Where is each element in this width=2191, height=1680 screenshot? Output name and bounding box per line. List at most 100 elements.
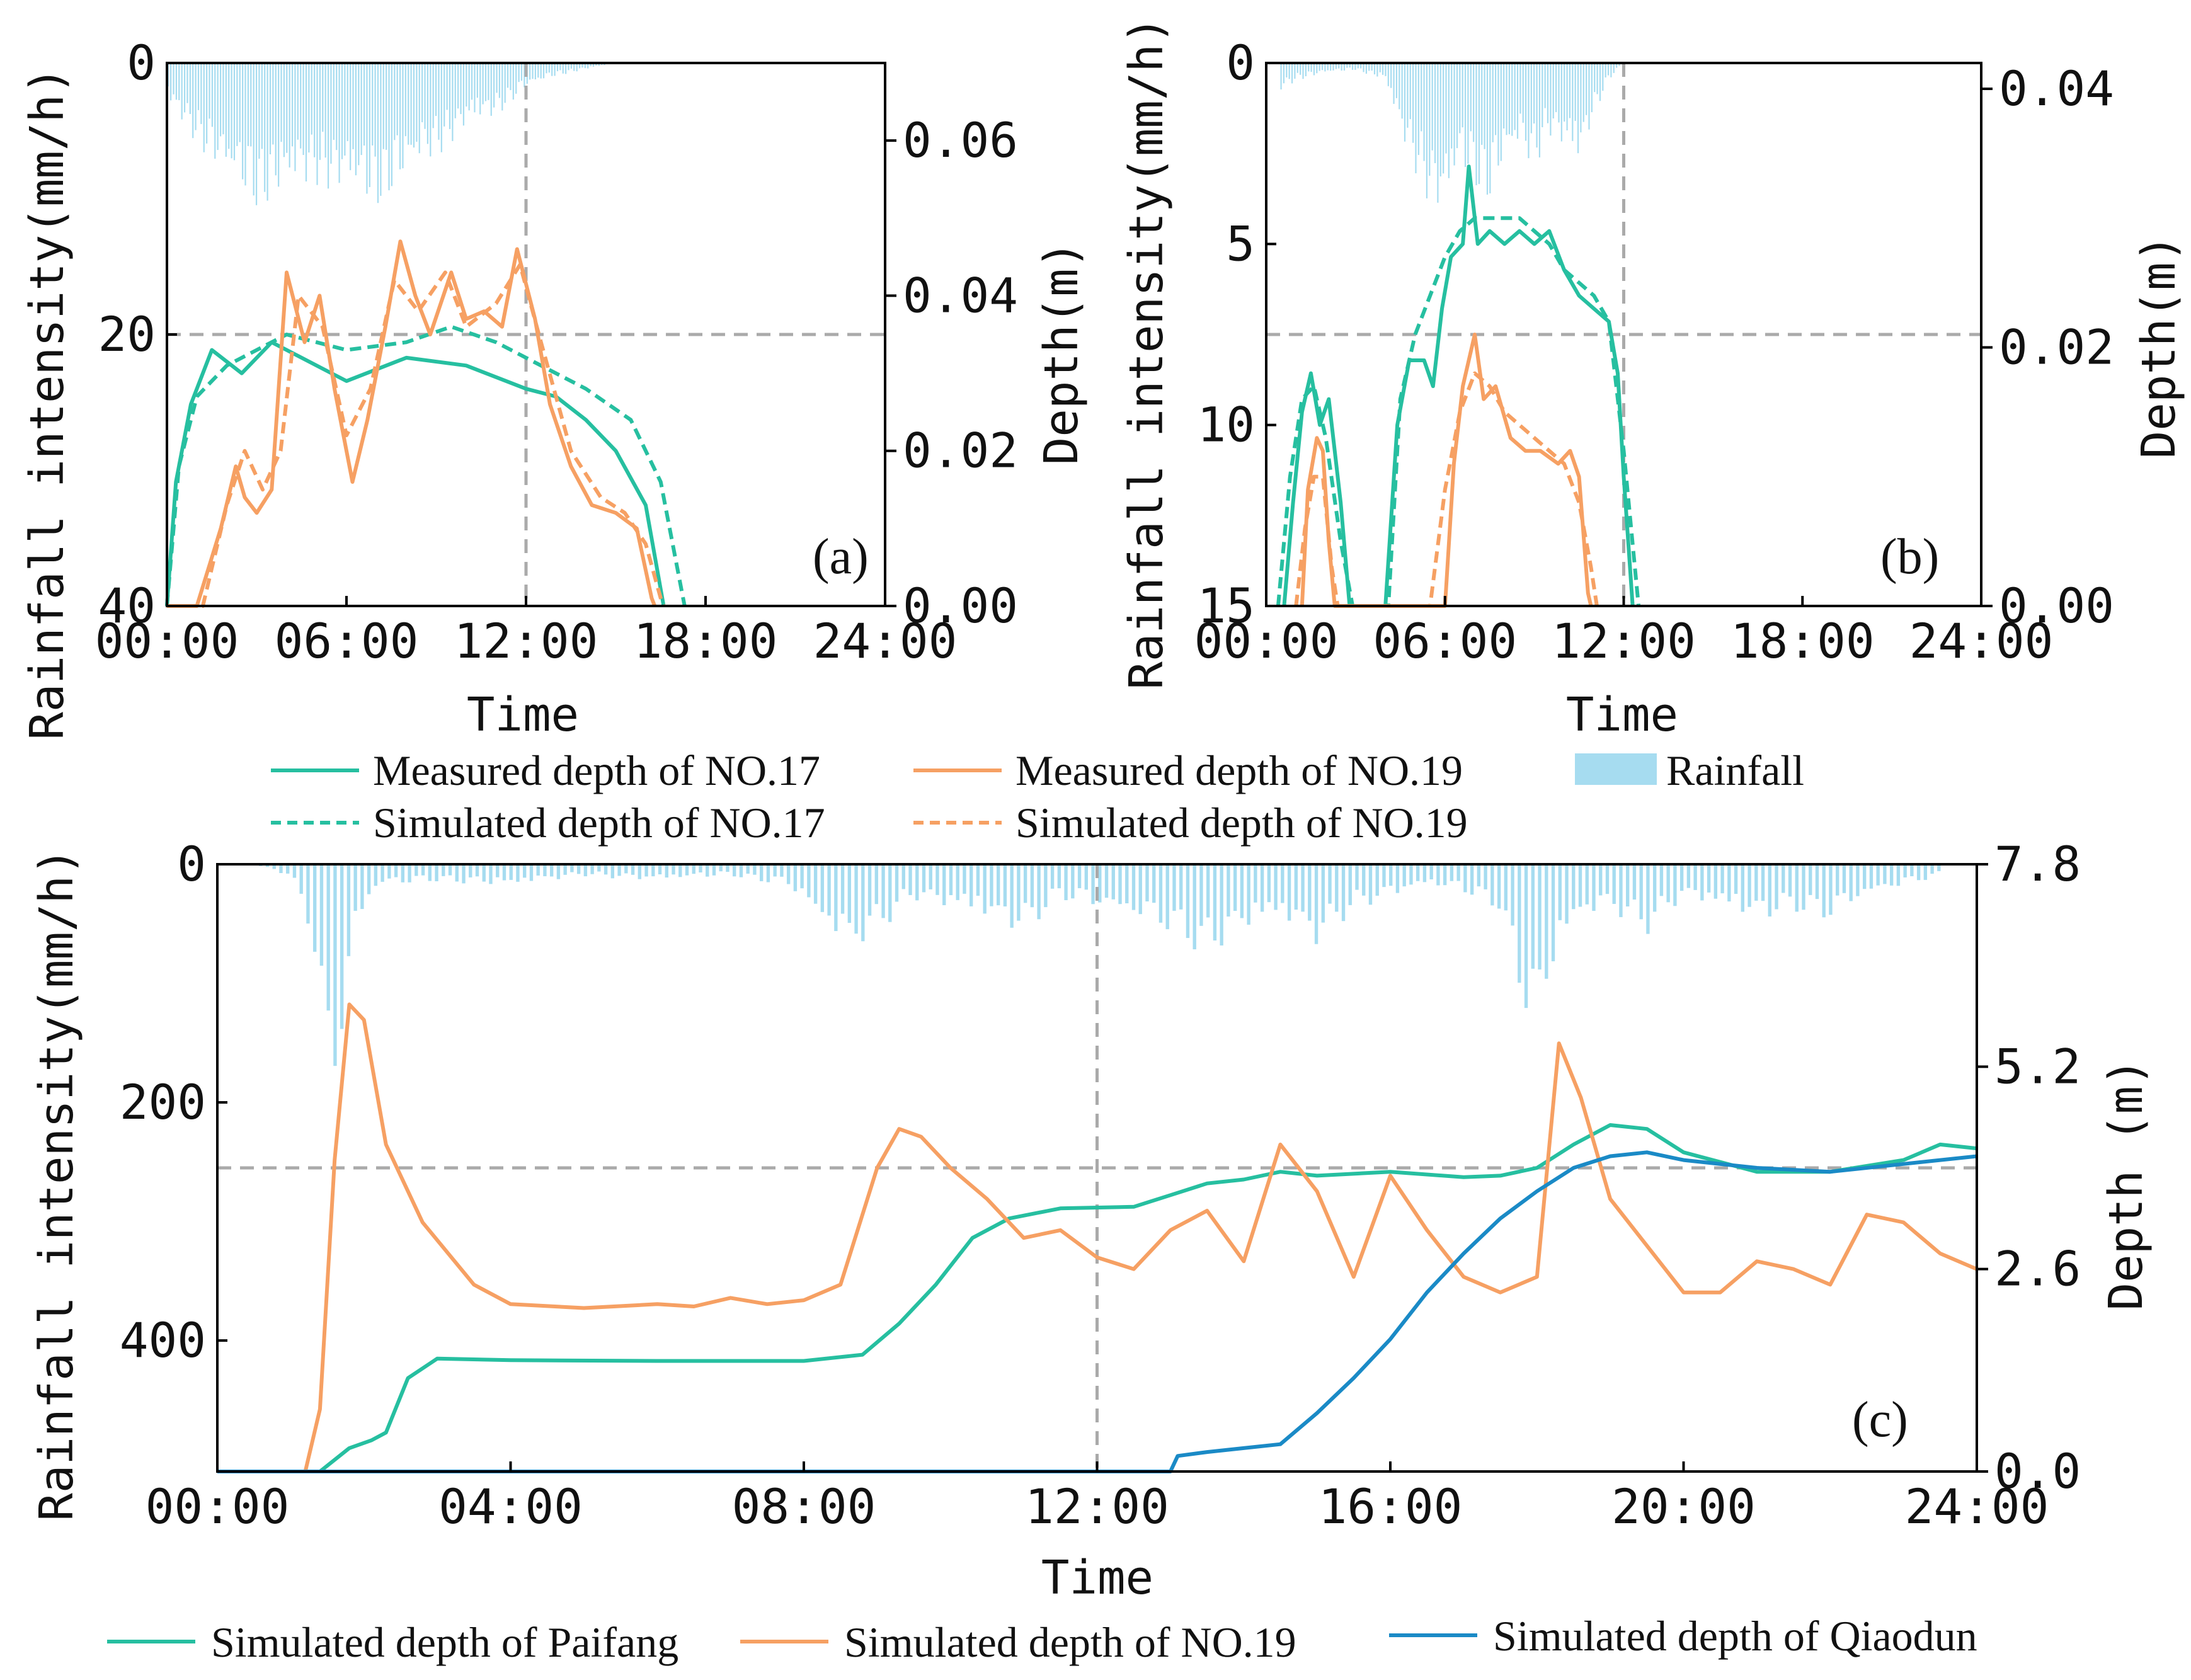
rainfall-bar: [1693, 864, 1697, 890]
rainfall-bar: [1518, 864, 1521, 983]
rainfall-bar: [1475, 63, 1477, 186]
rainfall-bar: [1508, 63, 1510, 135]
rainfall-bar: [186, 63, 188, 103]
rainfall-bar: [1506, 63, 1507, 135]
rainfall-bar: [1713, 864, 1718, 899]
rainfall-bar: [1489, 63, 1491, 193]
rainfall-bar: [510, 63, 512, 91]
rainfall-bar: [1896, 864, 1901, 886]
rainfall-bar: [1503, 63, 1505, 129]
rainfall-bar: [350, 63, 352, 171]
rainfall-bar: [570, 864, 574, 872]
rainfall-bar: [466, 63, 467, 107]
rainfall-bar: [1319, 63, 1320, 71]
rain-tick-label: 40: [98, 578, 156, 634]
rainfall-bar: [1560, 63, 1562, 142]
rainfall-bar: [1313, 63, 1315, 76]
rainfall-bar: [1280, 63, 1282, 90]
rainfall-bar: [1314, 864, 1319, 944]
rainfall-bar: [455, 864, 459, 882]
rainfall-bar: [1409, 864, 1413, 885]
rainfall-bar: [540, 63, 542, 79]
x-tick-label: 24:00: [1909, 613, 2054, 669]
rainfall-bar: [228, 63, 230, 149]
depth-tick-label: 7.8: [1994, 836, 2081, 892]
rainfall-bar: [935, 864, 939, 895]
rainfall-bar: [1401, 63, 1403, 119]
rainfall-bar: [496, 63, 498, 93]
rainfall-bar: [1484, 864, 1487, 889]
rainfall-bar: [1619, 864, 1623, 917]
rainfall-bar: [1415, 63, 1417, 174]
series-line: [167, 263, 666, 608]
rainfall-bar: [178, 63, 180, 100]
rainfall-bar: [1368, 63, 1370, 71]
rainfall-bar: [1091, 864, 1095, 905]
rainfall-bar: [416, 63, 418, 142]
rainfall-bar: [333, 864, 337, 1066]
rainfall-bar: [181, 63, 183, 120]
legend-top: Measured depth of NO.17 Simulated depth …: [271, 746, 1804, 847]
rainfall-bar: [1064, 864, 1068, 901]
rainfall-bar: [319, 864, 324, 966]
rainfall-bar: [773, 864, 777, 877]
rainfall-bar: [563, 864, 567, 875]
rainfall-bar: [404, 63, 406, 137]
rainfall-bar: [1923, 864, 1928, 880]
rainfall-bar: [651, 864, 655, 877]
rainfall-bar: [1754, 864, 1758, 901]
rainfall-bar: [1822, 864, 1826, 918]
rainfall-bar: [1862, 864, 1867, 889]
rainfall-bar: [435, 63, 437, 117]
rainfall-bar: [421, 864, 425, 876]
rainfall-bar: [516, 864, 520, 882]
rainfall-bar: [1294, 864, 1298, 910]
rainfall-bar: [556, 63, 559, 72]
rainfall-bar: [1010, 864, 1014, 928]
rainfall-bar: [374, 63, 376, 157]
rainfall-bar: [449, 63, 451, 129]
rainfall-bar: [1439, 63, 1441, 177]
rainfall-bar: [543, 864, 547, 877]
rainfall-bar: [1652, 864, 1657, 912]
rainfall-bar: [1385, 63, 1387, 76]
rainfall-bar: [1504, 864, 1508, 911]
rainfall-bar: [402, 63, 404, 169]
rainfall-bar: [435, 864, 438, 881]
rainfall-bar: [265, 864, 270, 867]
rainfall-bar: [1445, 63, 1447, 154]
rainfall-bar: [279, 864, 283, 873]
x-tick-label: 06:00: [275, 613, 419, 669]
rainfall-bar: [1477, 864, 1481, 887]
rainfall-bar: [1602, 63, 1604, 91]
rainfall-bar: [1274, 864, 1278, 910]
rainfall-bar: [570, 63, 573, 69]
rainfall-bar: [1321, 63, 1324, 71]
rainfall-bar: [399, 63, 401, 169]
rainfall-bar: [355, 63, 357, 176]
rainfall-bar: [440, 63, 442, 152]
panel-c-chart: 00:00 04:00 08:00 12:00 16:00 20:00 24:00 0 200 4…: [30, 836, 2153, 1605]
rainfall-bar: [1330, 63, 1332, 71]
rainfall-bar: [554, 63, 556, 76]
rainfall-bar: [219, 63, 222, 137]
rainfall-bar: [1456, 63, 1458, 149]
rainfall-bar: [1836, 864, 1839, 896]
rainfall-bar: [269, 63, 272, 155]
rainfall-bar: [360, 63, 362, 156]
rainfall-bar: [595, 63, 597, 66]
rainfall-bar: [408, 63, 409, 145]
rainfall-bar: [211, 63, 214, 127]
rainfall-bar: [1594, 63, 1596, 93]
rainfall-bar: [1605, 63, 1606, 77]
rainfall-bar: [753, 864, 757, 875]
rainfall-bar: [454, 63, 456, 118]
rainfall-bar: [1321, 864, 1325, 923]
rainfall-bar: [479, 63, 481, 115]
rainfall-bar: [292, 864, 297, 878]
rainfall-bar: [1437, 63, 1439, 203]
rainfall-bar: [692, 864, 695, 874]
rainfall-bar: [874, 864, 878, 905]
rainfall-bar: [1017, 864, 1021, 921]
rainfall-bar: [888, 864, 892, 922]
